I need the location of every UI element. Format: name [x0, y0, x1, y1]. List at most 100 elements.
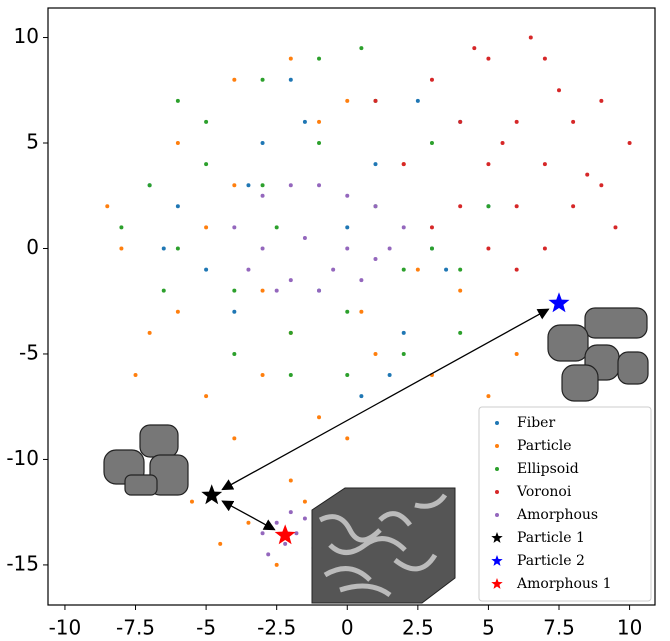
point [246, 268, 250, 272]
point [218, 542, 222, 546]
point [359, 310, 363, 314]
point [515, 120, 519, 124]
point [359, 278, 363, 282]
point [515, 268, 519, 272]
point [458, 204, 462, 208]
point [289, 183, 293, 187]
x-tick-label: 7.5 [543, 616, 575, 640]
point [515, 204, 519, 208]
legend-label: Voronoi [516, 484, 572, 500]
point [317, 57, 321, 61]
legend-label: Fiber [517, 415, 555, 431]
point [232, 310, 236, 314]
point [148, 331, 152, 335]
point [458, 120, 462, 124]
point [162, 289, 166, 293]
point [501, 141, 505, 145]
point [373, 162, 377, 166]
legend-box [479, 407, 651, 601]
point [176, 141, 180, 145]
point [261, 373, 265, 377]
point [294, 531, 298, 535]
point [359, 394, 363, 398]
point [472, 46, 476, 50]
point [345, 310, 349, 314]
point [232, 436, 236, 440]
point [289, 479, 293, 483]
point [317, 289, 321, 293]
point [388, 246, 392, 250]
point [266, 552, 270, 556]
point [134, 373, 138, 377]
page: {"chart_data": {"type": "scatter", "xlim… [0, 0, 670, 641]
point [303, 500, 307, 504]
point [275, 225, 279, 229]
point [283, 542, 287, 546]
point [204, 225, 208, 229]
point [331, 268, 335, 272]
point [317, 415, 321, 419]
point [289, 373, 293, 377]
x-tick-label: 5 [482, 616, 495, 640]
point [486, 246, 490, 250]
point [204, 394, 208, 398]
point [232, 183, 236, 187]
y-tick-label: -5 [19, 340, 39, 364]
point [261, 289, 265, 293]
y-tick-label: 5 [26, 130, 39, 154]
point [345, 436, 349, 440]
point [486, 57, 490, 61]
point [176, 204, 180, 208]
point [261, 246, 265, 250]
legend-label: Ellipsoid [517, 461, 579, 477]
legend-marker [495, 467, 499, 471]
point [317, 120, 321, 124]
y-tick-label: 10 [14, 24, 39, 48]
star-marker [201, 484, 222, 504]
point [373, 99, 377, 103]
point [402, 225, 406, 229]
point [599, 99, 603, 103]
chart: -10-7.5-5-2.502.557.510-15-10-50510 Fibe… [0, 0, 670, 641]
legend-marker [495, 444, 499, 448]
point [388, 373, 392, 377]
point [232, 78, 236, 82]
point [402, 268, 406, 272]
point [148, 183, 152, 187]
legend: FiberParticleEllipsoidVoronoiAmorphousPa… [479, 407, 651, 601]
point [486, 162, 490, 166]
arrow [222, 501, 274, 530]
point [458, 331, 462, 335]
point [261, 531, 265, 535]
legend-label: Particle 2 [517, 553, 585, 569]
point [345, 194, 349, 198]
legend-label: Particle 1 [517, 530, 585, 546]
point [557, 88, 561, 92]
point [176, 99, 180, 103]
point [317, 141, 321, 145]
star-marker [275, 524, 296, 544]
point [317, 183, 321, 187]
point [232, 289, 236, 293]
point [515, 352, 519, 356]
point [204, 120, 208, 124]
point [585, 173, 589, 177]
point [275, 563, 279, 567]
point [232, 352, 236, 356]
point [571, 120, 575, 124]
inset-amorphous-1 [312, 488, 455, 603]
star-marker [549, 292, 570, 312]
point [359, 46, 363, 50]
x-tick-label: 10 [617, 616, 642, 640]
point [261, 194, 265, 198]
point [373, 352, 377, 356]
point [204, 162, 208, 166]
point [303, 236, 307, 240]
x-tick-label: -10 [49, 616, 82, 640]
legend-label: Particle [517, 438, 572, 454]
legend-marker [495, 513, 499, 517]
point [599, 183, 603, 187]
inset-particle-2 [548, 308, 648, 401]
point [176, 246, 180, 250]
point [176, 310, 180, 314]
